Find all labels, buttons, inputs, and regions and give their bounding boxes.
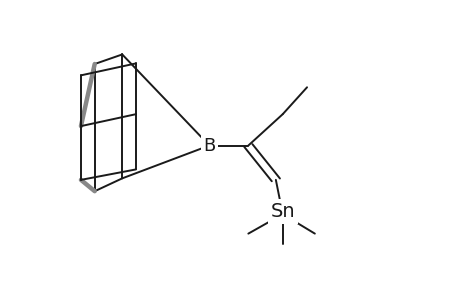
Text: Sn: Sn	[270, 202, 294, 221]
Text: B: B	[203, 136, 215, 154]
